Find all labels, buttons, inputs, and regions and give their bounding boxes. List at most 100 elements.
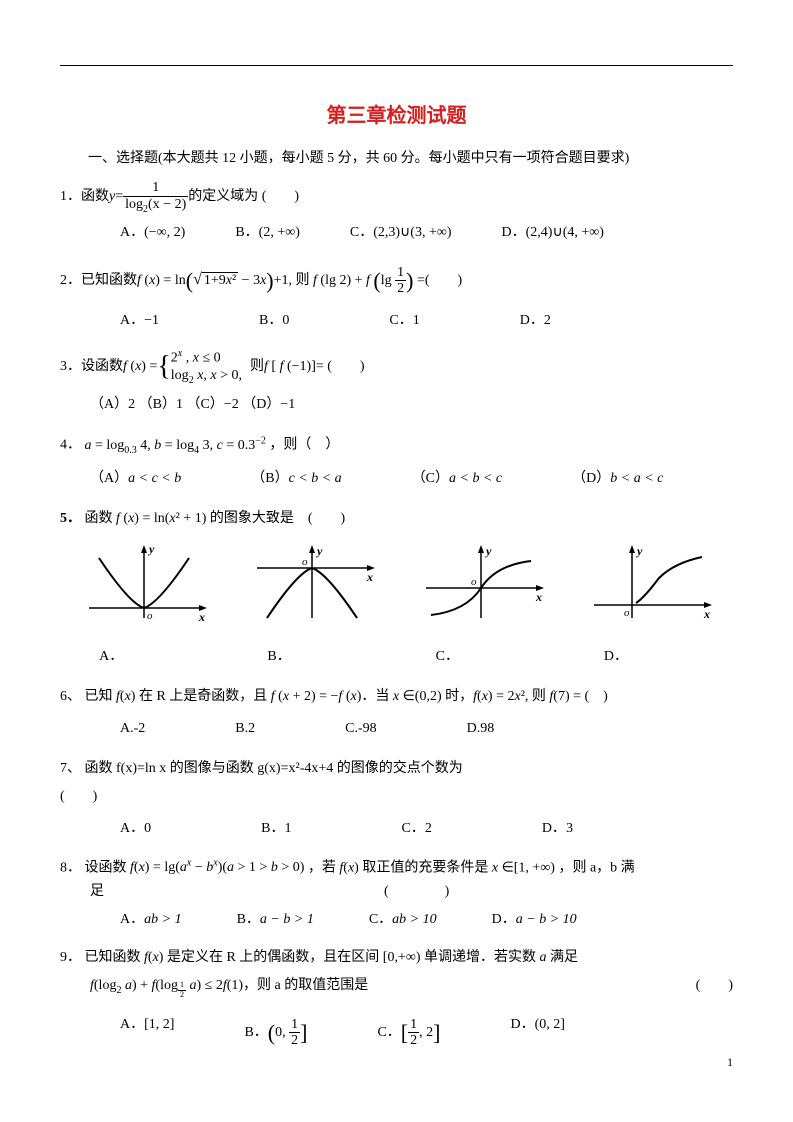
q8-optA: A．ab > 1	[120, 908, 182, 932]
q3-f: f (x) =	[123, 353, 157, 381]
svg-text:o: o	[471, 576, 477, 588]
q8-prefix: 设函数	[85, 860, 127, 875]
question-4: 4． a = log0.3 4, b = log4 3, c = 0.3−2 ，…	[60, 431, 733, 492]
q2-optC: C．1	[389, 307, 419, 335]
q4-optD: （D）b < a < c	[572, 465, 663, 493]
chart-A-svg: y x o	[79, 543, 209, 628]
question-3: 3 ．设函数 f (x) = { 2x , x ≤ 0 log2 x, x > …	[60, 347, 733, 420]
q4-optC: （C）a < b < c	[412, 465, 502, 493]
q8-optC: C．ab > 10	[369, 908, 437, 932]
q8-line2: 足	[90, 880, 104, 904]
q6-optA: A.-2	[120, 715, 145, 743]
q1-eq: =	[115, 183, 123, 211]
q3-optD: （D）−1	[242, 397, 295, 412]
chart-B-svg: y x o	[247, 543, 377, 628]
q5-optA: A．	[69, 643, 219, 671]
q3-num: 3	[60, 353, 67, 381]
svg-text:o: o	[302, 556, 308, 568]
q9-paren: ( )	[696, 972, 733, 1000]
svg-text:o: o	[147, 610, 153, 622]
q3-optC: （C）−2	[186, 397, 238, 412]
q8-paren: ( )	[384, 880, 449, 904]
q1-num: 1	[60, 183, 67, 211]
q1-optD: D．(2,4)∪(4, +∞)	[502, 219, 604, 247]
question-5: 5． 函数 f (x) = ln(x² + 1) 的图象大致是 ( ) y x …	[60, 505, 733, 671]
question-2: 2 ．已知函数 f (x) = ln(√1+9x² − 3x)+1, 则 f (…	[60, 259, 733, 335]
q5-optD: D．	[574, 643, 724, 671]
q7-num: 7、	[60, 761, 81, 776]
q7-optC: C．2	[401, 815, 431, 843]
q1-suffix: 的定义域为 ( )	[188, 183, 299, 211]
q8-f3: x ∈[1, +∞)	[492, 860, 555, 875]
q4-formula: a = log0.3 4, b = log4 3, c = 0.3−2	[85, 438, 266, 453]
chart-D: y x o D．	[574, 543, 724, 671]
chart-D-svg: y x o	[584, 543, 714, 628]
svg-text:x: x	[198, 610, 205, 624]
q3-piecewise: 2x , x ≤ 0 log2 x, x > 0,	[171, 347, 242, 388]
svg-text:x: x	[366, 570, 373, 584]
q7-text: 函数 f(x)=ln x 的图像与函数 g(x)=x²-4x+4 的图像的交点个…	[85, 761, 463, 776]
q5-suffix: 的图象大致是 ( )	[210, 511, 345, 526]
q3-prefix: ．设函数	[67, 353, 123, 381]
question-1: 1 ．函数 y = 1 log2(x − 2) 的定义域为 ( ) A．(−∞,…	[60, 180, 733, 246]
q7-options: A．0 B．1 C．2 D．3	[120, 815, 733, 843]
q3-options: （A）2 （B）1 （C）−2 （D）−1	[90, 391, 733, 419]
q6-optB: B.2	[235, 715, 255, 743]
header-rule	[60, 65, 733, 66]
q4-options: （A）a < c < b （B）c < b < a （C）a < b < c （…	[90, 465, 733, 493]
q2-num: 2	[60, 267, 67, 295]
q9-optC: C．[12, 2]	[377, 1011, 440, 1055]
question-6: 6、 已知 f(x) 在 R 上是奇函数，且 f (x + 2) = −f (x…	[60, 683, 733, 743]
q9-optD: D．(0, 2]	[510, 1011, 564, 1055]
q1-optC: C．(2,3)∪(3, +∞)	[350, 219, 452, 247]
q9-optA: A．[1, 2]	[120, 1011, 174, 1055]
svg-text:y: y	[147, 543, 155, 556]
q2-prefix: ．已知函数	[67, 267, 137, 295]
q9-num: 9．	[60, 950, 81, 965]
q8-suffix: ，则 a，b 满	[558, 860, 634, 875]
q1-fraction: 1 log2(x − 2)	[123, 180, 188, 214]
chart-C: y x o C．	[406, 543, 556, 671]
q9-options: A．[1, 2] B．(0, 12] C．[12, 2] D．(0, 2]	[120, 1011, 733, 1055]
brace-icon: {	[157, 353, 170, 381]
q8-mid2: 取正值的充要条件是	[362, 860, 488, 875]
q3-piece1: 2x , x ≤ 0	[171, 347, 242, 368]
q6-optD: D.98	[467, 715, 495, 743]
q9-line1: 已知函数 f(x) 是定义在 R 上的偶函数，且在区间 [0,+∞) 单调递增．…	[85, 950, 578, 965]
q6-optC: C.-98	[345, 715, 377, 743]
q1-log: log	[125, 197, 143, 212]
q2-suffix: ( )	[425, 267, 462, 295]
q2-options: A．−1 B．0 C．1 D．2	[120, 307, 733, 335]
q1-frac-den: log2(x − 2)	[123, 197, 188, 215]
q2-optD: D．2	[520, 307, 551, 335]
question-8: 8． 设函数 f(x) = lg(ax − bx)(a > 1 > b > 0)…	[60, 855, 733, 932]
q5-charts: y x o A． y x o B．	[60, 543, 733, 671]
svg-text:x: x	[703, 607, 710, 621]
q3-optB: （B）1	[139, 397, 183, 412]
q8-options: A．ab > 1 B．a − b > 1 C．ab > 10 D．a − b >…	[120, 908, 733, 932]
q2-optB: B．0	[259, 307, 289, 335]
page-number: 1	[727, 1053, 733, 1072]
q8-formula: f(x) = lg(ax − bx)(a > 1 > b > 0)	[130, 860, 304, 875]
q5-prefix: 函数	[85, 511, 113, 526]
section-intro: 一、选择题(本大题共 12 小题，每小题 5 分，共 60 分。每小题中只有一项…	[60, 148, 733, 170]
q8-num: 8．	[60, 860, 81, 875]
q8-optB: B．a − b > 1	[237, 908, 314, 932]
q4-suffix: ，则（ ）	[269, 438, 339, 453]
question-9: 9． 已知函数 f(x) 是定义在 R 上的偶函数，且在区间 [0,+∞) 单调…	[60, 944, 733, 1055]
q1-frac-num: 1	[123, 180, 188, 196]
q7-optB: B．1	[261, 815, 291, 843]
q3-mid: 则	[250, 353, 264, 381]
q8-f2: f(x)	[339, 860, 358, 875]
svg-text:x: x	[535, 590, 542, 604]
q5-formula: f (x) = ln(x² + 1)	[116, 511, 206, 526]
q5-num: 5．	[60, 511, 81, 526]
q8-optD: D．a − b > 10	[492, 908, 577, 932]
q4-optB: （B）c < b < a	[251, 465, 341, 493]
q1-optA: A．(−∞, 2)	[120, 219, 185, 247]
q1-options: A．(−∞, 2) B．(2, +∞) C．(2,3)∪(3, +∞) D．(2…	[120, 219, 733, 247]
q1-prefix: ．函数	[67, 183, 109, 211]
q5-optB: B．	[237, 643, 387, 671]
svg-text:o: o	[624, 607, 630, 619]
q3-eval: f [ f (−1)]	[264, 353, 316, 381]
